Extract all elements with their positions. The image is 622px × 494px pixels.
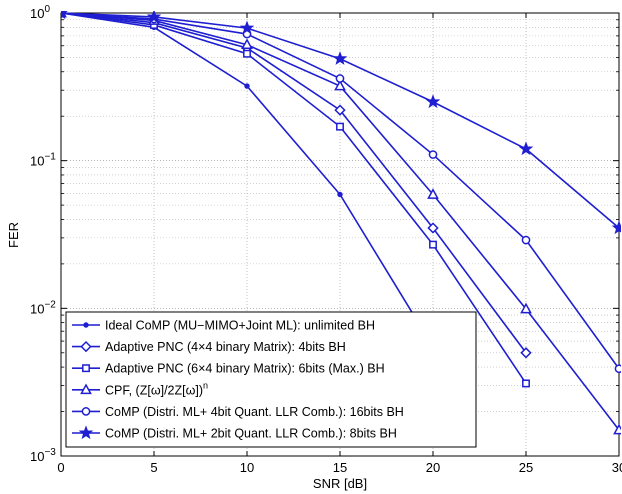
- x-tick-label: 5: [150, 460, 157, 475]
- data-point: [336, 122, 344, 131]
- data-point: [521, 235, 531, 245]
- x-axis: 0 5 10 15 20 25 30: [57, 13, 622, 475]
- x-tick-label: 25: [519, 460, 533, 475]
- legend-item: CoMP (Distri. ML+ 2bit Quant. LLR Comb.)…: [72, 425, 397, 441]
- legend-label: CPF, (Z[ω]/2Z[ω])n: [105, 380, 208, 397]
- y-tick-label: 100: [30, 4, 50, 21]
- data-point: [334, 79, 346, 91]
- y-axis-label: FER: [6, 222, 21, 248]
- legend-label: Adaptive PNC (4×4 binary Matrix): 4bits …: [105, 340, 346, 354]
- data-point: [334, 104, 346, 116]
- y-tick-label: 10−2: [30, 299, 56, 316]
- data-point: [241, 38, 253, 50]
- data-point: [429, 240, 437, 249]
- data-point: [337, 191, 343, 198]
- x-tick-label: 10: [240, 460, 254, 475]
- series-6: [61, 11, 621, 235]
- data-point: [613, 423, 621, 435]
- data-point: [518, 141, 534, 156]
- data-point: [522, 379, 530, 388]
- legend: Ideal CoMP (MU−MIMO+Joint ML): unlimited…: [65, 311, 477, 448]
- data-point: [80, 383, 92, 395]
- data-point: [83, 322, 89, 328]
- data-point: [425, 94, 441, 109]
- legend-item: Ideal CoMP (MU−MIMO+Joint ML): unlimited…: [72, 319, 375, 333]
- legend-label: CoMP (Distri. ML+ 4bit Quant. LLR Comb.)…: [105, 405, 404, 419]
- data-point: [614, 364, 621, 374]
- data-point: [82, 364, 90, 373]
- y-axis: 100 10−1 10−2 10−3: [30, 4, 619, 464]
- x-tick-label: 15: [333, 460, 347, 475]
- data-point: [332, 51, 348, 65]
- data-point: [520, 302, 532, 314]
- data-point: [520, 347, 532, 359]
- data-point: [80, 340, 92, 353]
- y-tick-label: 10−1: [30, 152, 56, 169]
- x-tick-label: 30: [612, 460, 622, 475]
- legend-item: CoMP (Distri. ML+ 4bit Quant. LLR Comb.)…: [72, 405, 404, 419]
- data-point: [244, 83, 250, 89]
- series-group: [61, 11, 621, 435]
- legend-item: Adaptive PNC (6×4 binary Matrix): 6bits …: [72, 362, 385, 376]
- data-point: [428, 150, 438, 159]
- data-point: [61, 11, 68, 20]
- legend-label: CoMP (Distri. ML+ 2bit Quant. LLR Comb.)…: [105, 427, 397, 441]
- legend-box: [65, 311, 477, 448]
- x-axis-label: SNR [dB]: [313, 476, 367, 491]
- series-line: [61, 12, 527, 354]
- data-point: [81, 407, 91, 416]
- y-tick-label: 10−3: [30, 447, 56, 464]
- legend-item: Adaptive PNC (4×4 binary Matrix): 4bits …: [72, 340, 346, 354]
- series-line: [61, 12, 527, 384]
- data-point: [611, 220, 621, 235]
- data-point: [427, 188, 439, 199]
- data-point: [335, 74, 345, 83]
- legend-label: Adaptive PNC (6×4 binary Matrix): 6bits …: [105, 362, 385, 376]
- data-point: [427, 222, 439, 234]
- legend-item: CPF, (Z[ω]/2Z[ω])n: [72, 380, 208, 397]
- x-tick-label: 0: [57, 460, 64, 475]
- data-point: [239, 20, 255, 35]
- x-tick-label: 20: [426, 460, 440, 475]
- data-point: [78, 425, 94, 440]
- data-point: [146, 11, 162, 24]
- legend-label: Ideal CoMP (MU−MIMO+Joint ML): unlimited…: [105, 319, 375, 333]
- data-point: [243, 49, 251, 58]
